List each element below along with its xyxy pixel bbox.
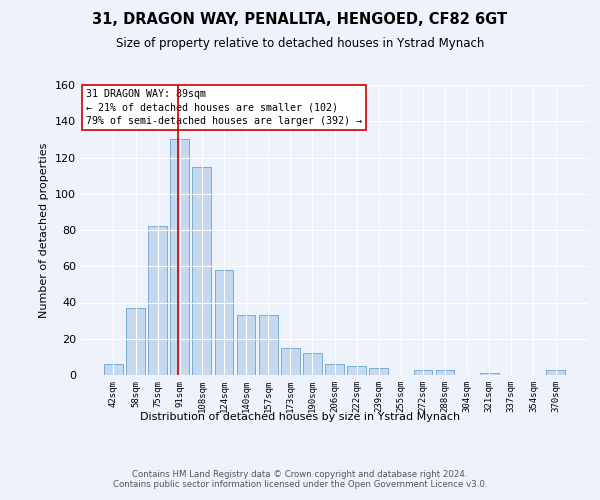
Bar [104,364,123,375]
Bar [347,366,366,375]
Text: 31, DRAGON WAY, PENALLTA, HENGOED, CF82 6GT: 31, DRAGON WAY, PENALLTA, HENGOED, CF82 … [92,12,508,28]
Bar [126,308,145,375]
Bar [236,315,256,375]
Bar [325,364,344,375]
Y-axis label: Number of detached properties: Number of detached properties [40,142,49,318]
Bar [436,370,454,375]
Bar [215,270,233,375]
Bar [303,353,322,375]
Bar [193,166,211,375]
Bar [148,226,167,375]
Text: Size of property relative to detached houses in Ystrad Mynach: Size of property relative to detached ho… [116,38,484,51]
Text: Contains HM Land Registry data © Crown copyright and database right 2024.
Contai: Contains HM Land Registry data © Crown c… [113,470,487,490]
Text: Distribution of detached houses by size in Ystrad Mynach: Distribution of detached houses by size … [140,412,460,422]
Bar [413,370,433,375]
Bar [370,368,388,375]
Bar [281,348,299,375]
Bar [480,373,499,375]
Bar [259,315,278,375]
Text: 31 DRAGON WAY: 89sqm
← 21% of detached houses are smaller (102)
79% of semi-deta: 31 DRAGON WAY: 89sqm ← 21% of detached h… [86,90,362,126]
Bar [170,140,189,375]
Bar [546,370,565,375]
